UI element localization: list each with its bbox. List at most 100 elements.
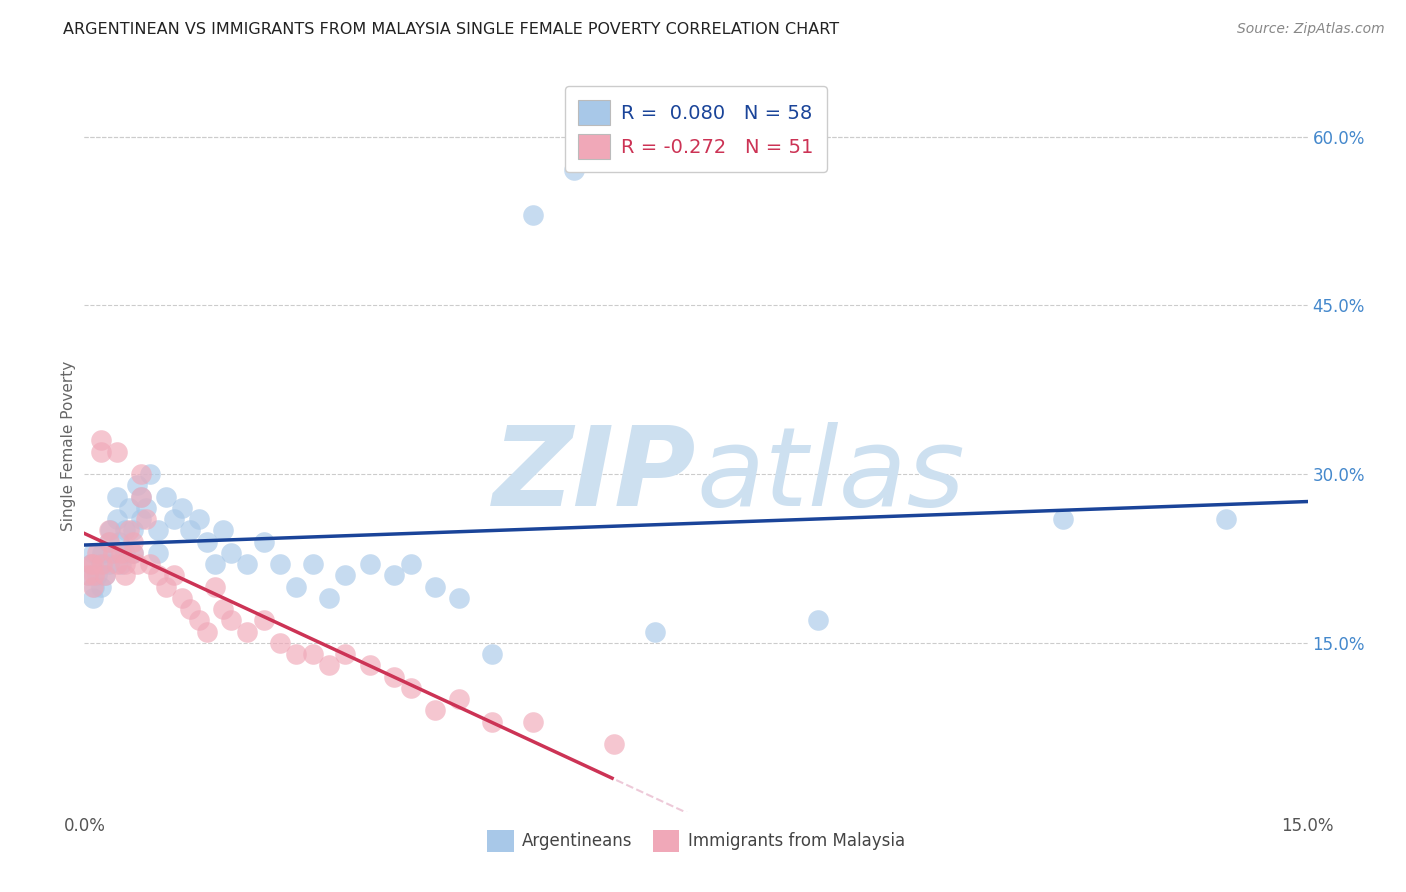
Legend: Argentineans, Immigrants from Malaysia: Argentineans, Immigrants from Malaysia (481, 823, 911, 858)
Point (77, 568, 100, 582)
Point (146, 524, 169, 538)
Point (131, 490, 153, 504)
Point (93, 568, 115, 582)
Point (285, 647, 308, 661)
Point (97, 557, 120, 571)
Point (91, 557, 114, 571)
Point (131, 512, 153, 526)
Point (80, 557, 103, 571)
Point (97, 524, 120, 538)
Point (269, 557, 291, 571)
Point (110, 557, 132, 571)
Point (138, 467, 160, 482)
Point (105, 512, 128, 526)
Point (301, 557, 323, 571)
Point (423, 580, 446, 594)
Point (481, 714, 503, 729)
Point (335, 568, 357, 582)
Point (105, 444, 128, 458)
Point (603, 737, 626, 751)
Point (522, 208, 544, 222)
Point (212, 524, 235, 538)
Point (562, 163, 585, 178)
Point (481, 647, 503, 661)
Y-axis label: Single Female Poverty: Single Female Poverty (60, 361, 76, 531)
Text: ZIP: ZIP (492, 422, 696, 529)
Point (127, 557, 149, 571)
Text: atlas: atlas (696, 422, 965, 529)
Point (131, 490, 153, 504)
Point (285, 580, 308, 594)
Point (219, 546, 242, 560)
Point (449, 692, 471, 706)
Point (146, 568, 169, 582)
Point (100, 524, 122, 538)
Point (86, 568, 108, 582)
Point (131, 467, 153, 482)
Point (118, 524, 141, 538)
Point (105, 557, 128, 571)
Point (359, 557, 381, 571)
Point (382, 670, 405, 684)
Point (449, 591, 471, 605)
Point (179, 602, 201, 616)
Point (212, 602, 235, 616)
Point (110, 546, 132, 560)
Point (163, 568, 186, 582)
Point (93, 568, 115, 582)
Point (204, 580, 226, 594)
Point (195, 624, 218, 639)
Point (122, 546, 145, 560)
Text: Source: ZipAtlas.com: Source: ZipAtlas.com (1237, 22, 1385, 37)
Point (179, 524, 201, 538)
Point (122, 546, 145, 560)
Point (122, 534, 145, 549)
Point (82, 580, 104, 594)
Point (80, 557, 103, 571)
Point (269, 636, 291, 650)
Point (114, 568, 136, 582)
Point (82, 546, 104, 560)
Text: ARGENTINEAN VS IMMIGRANTS FROM MALAYSIA SINGLE FEMALE POVERTY CORRELATION CHART: ARGENTINEAN VS IMMIGRANTS FROM MALAYSIA … (63, 22, 839, 37)
Point (97, 534, 120, 549)
Point (155, 490, 177, 504)
Point (90, 580, 112, 594)
Point (1052, 512, 1074, 526)
Point (90, 434, 112, 448)
Point (114, 524, 136, 538)
Point (382, 568, 405, 582)
Point (101, 546, 124, 560)
Point (135, 512, 157, 526)
Point (155, 580, 177, 594)
Point (807, 614, 830, 628)
Point (91, 546, 114, 560)
Point (90, 557, 112, 571)
Point (187, 614, 209, 628)
Point (114, 546, 136, 560)
Point (163, 512, 186, 526)
Point (301, 647, 323, 661)
Point (399, 681, 422, 695)
Point (318, 658, 340, 673)
Point (122, 524, 145, 538)
Point (82, 591, 104, 605)
Point (195, 534, 218, 549)
Point (236, 624, 259, 639)
Point (522, 714, 544, 729)
Point (101, 546, 124, 560)
Point (318, 591, 340, 605)
Point (114, 557, 136, 571)
Point (83, 568, 105, 582)
Point (105, 490, 128, 504)
Point (187, 512, 209, 526)
Point (118, 500, 141, 515)
Point (204, 557, 226, 571)
Point (77, 568, 100, 582)
Point (219, 614, 242, 628)
Point (86, 546, 108, 560)
Point (146, 546, 169, 560)
Point (1215, 512, 1237, 526)
Point (83, 580, 105, 594)
Point (172, 500, 194, 515)
Point (644, 624, 666, 639)
